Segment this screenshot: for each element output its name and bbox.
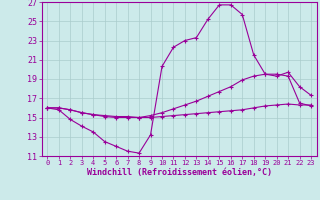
X-axis label: Windchill (Refroidissement éolien,°C): Windchill (Refroidissement éolien,°C) — [87, 168, 272, 177]
